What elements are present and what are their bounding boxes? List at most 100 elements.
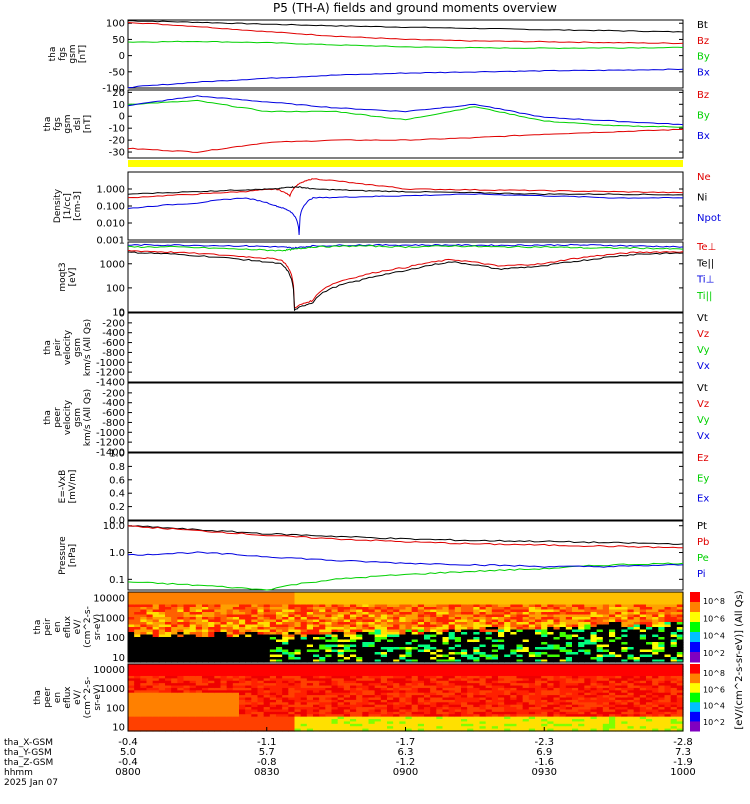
y-axis-label-line: en [53, 692, 63, 703]
y-axis-label-line: E=-VxB [58, 470, 68, 504]
y-axis-label-line: tha [33, 620, 43, 635]
y-tick-label: 1000 [100, 613, 125, 624]
series-line-Bz [128, 23, 683, 44]
legend-label: Bz [697, 36, 709, 47]
colorbar-tick-label: 10^4 [703, 632, 725, 641]
colorbar-peir-spec: 10^810^610^410^2 [690, 592, 725, 663]
series-line-Pt [128, 526, 683, 545]
series-line-Ti|| [128, 246, 683, 252]
y-axis-label-line: eflux [63, 615, 73, 638]
y-tick-label: 0 [119, 51, 125, 62]
y-tick-label: 100 [106, 703, 125, 714]
series-line-Npot [128, 194, 683, 235]
y-axis-label-line: km/s (All Qs) [83, 389, 93, 446]
legend-label: Ne [697, 172, 711, 183]
y-axis-label-line: tha [43, 117, 53, 132]
y-tick-label: 1.000 [96, 185, 125, 196]
series-line-Bx [128, 69, 683, 88]
legend-label: Te|| [696, 258, 714, 269]
legend-label: Vy [697, 345, 710, 356]
y-tick-label: 10000 [93, 593, 125, 604]
y-tick-label: -1400 [96, 378, 125, 389]
series-line-By [128, 100, 683, 127]
panel-frame [128, 521, 683, 590]
y-axis-label-line: peir [43, 618, 53, 636]
legend-label: By [697, 111, 710, 122]
colorbar-segment [690, 652, 700, 663]
y-axis-label-line: tha [48, 47, 58, 62]
y-axis-label-line: eflux [63, 686, 73, 709]
y-axis-label-line: velocity [63, 399, 73, 435]
legend-label: Ex [697, 494, 709, 505]
colorbar-segment [690, 622, 700, 633]
y-axis-label-line: [nT] [78, 45, 88, 63]
legend-label: Npot [697, 213, 721, 224]
chart-title: P5 (TH-A) fields and ground moments over… [273, 1, 557, 15]
y-tick-label: -20 [109, 136, 125, 147]
y-axis-label-line: fgs [53, 117, 63, 131]
legend-label: Ey [697, 473, 709, 484]
y-tick-label: 20 [112, 88, 125, 99]
divider-bar [128, 160, 683, 167]
y-axis-label-line: [mV/m] [68, 470, 78, 504]
y-tick-label: 10 [112, 722, 125, 733]
y-tick-label: 0.2 [109, 502, 125, 513]
colorbar-segment [690, 612, 700, 623]
series-line-Bz [128, 129, 683, 152]
y-axis-label-line: Pressure [58, 536, 68, 575]
y-tick-label: 10000 [93, 665, 125, 676]
y-axis-label-line: gsm [73, 408, 83, 427]
y-tick-label: 10 [112, 653, 125, 664]
y-axis-label-line: Density [53, 188, 63, 223]
y-tick-label: -50 [109, 67, 125, 78]
y-tick-label: 1000 [100, 684, 125, 695]
series-line-Pb [128, 526, 683, 548]
legend-label: Ni [697, 193, 707, 204]
legend-label: Pt [697, 521, 707, 532]
y-axis-label-line: eV/ [73, 689, 83, 705]
panel-frame [128, 90, 683, 158]
legend-label: Pe [697, 553, 709, 564]
y-tick-label: 1.0 [109, 548, 125, 559]
y-axis-label-line: velocity [63, 329, 73, 365]
panel-density: Density[1/cc][cm-3]1.0000.1000.0100.001N… [53, 172, 721, 247]
y-axis-label-line: fgs [58, 47, 68, 61]
colorbar-tick-label: 10^8 [703, 597, 725, 606]
legend-label: Vz [697, 399, 709, 410]
panel-frame [128, 172, 683, 240]
spectrogram-peer-spec [128, 664, 684, 732]
colorbar-tick-label: 10^2 [703, 649, 725, 658]
y-tick-label: 50 [112, 35, 125, 46]
legend-label: Ez [697, 453, 709, 464]
y-axis-label-line: [nT] [83, 115, 93, 133]
y-axis-label-line: gsm [68, 44, 78, 63]
y-tick-label: -30 [109, 148, 125, 159]
y-axis-label-line: [nPa] [68, 544, 78, 567]
legend-label: Bz [697, 90, 709, 101]
y-tick-label: 0.010 [96, 219, 125, 230]
y-axis-label-line: (cm^2-s- [83, 677, 93, 719]
y-tick-label: 10 [112, 100, 125, 111]
colorbar-segment [690, 592, 700, 603]
y-axis-label-line: [eV] [68, 268, 78, 287]
y-axis-label-line: km/s (All Qs) [83, 319, 93, 376]
legend-label: Vt [697, 383, 708, 394]
panel-frame [128, 313, 683, 382]
y-axis-label-line: tha [33, 690, 43, 705]
legend-label: Bt [697, 20, 708, 31]
spectrogram-peir-spec [128, 592, 684, 663]
legend-label: Pb [697, 537, 709, 548]
legend-label: Bx [697, 67, 710, 78]
y-axis-label-line: dsl [73, 118, 83, 131]
y-axis-label-line: [1/cc] [63, 193, 73, 219]
legend-label: Vx [697, 431, 710, 442]
y-tick-label: 1.0 [109, 449, 125, 460]
